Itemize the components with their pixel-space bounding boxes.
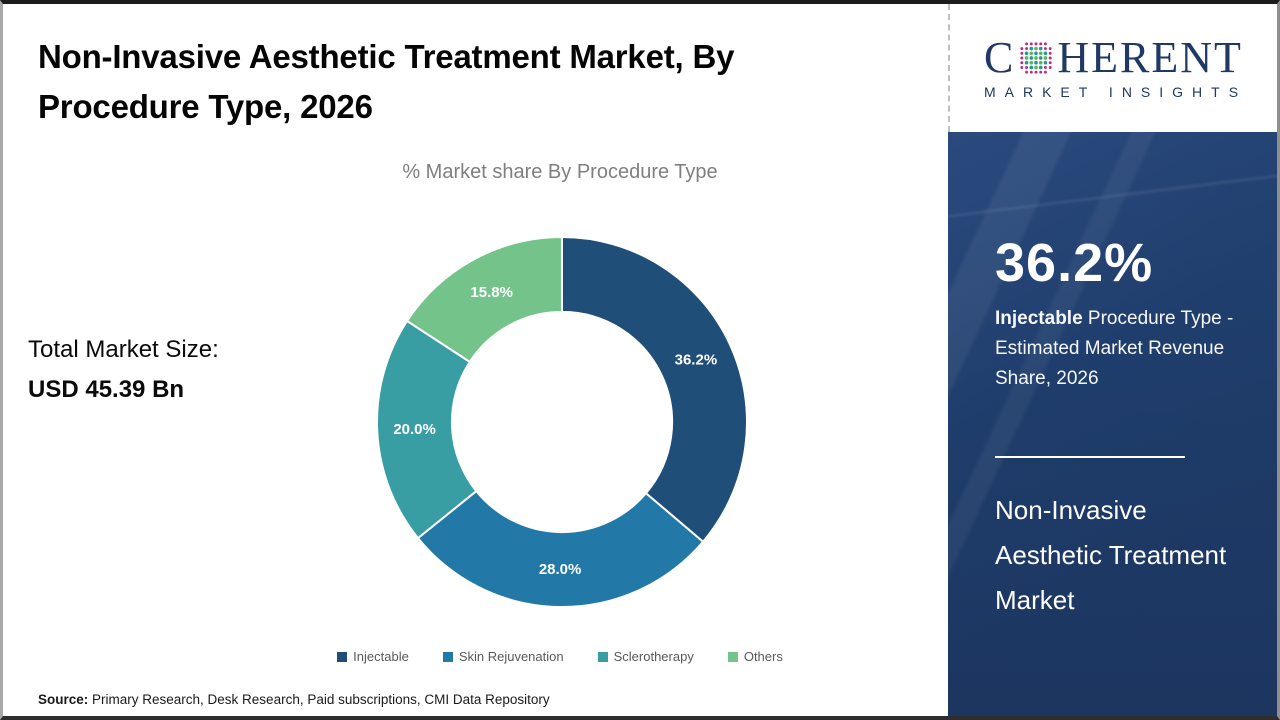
globe-dot [1025,51,1029,56]
globe-dot [1025,42,1029,46]
globe-dot [1034,70,1038,74]
slice-label-others: 15.8% [470,284,513,301]
globe-dot [1049,51,1053,55]
globe-dot [1039,65,1043,70]
legend-swatch [727,651,738,662]
globe-dot [1029,46,1034,51]
globe-dot [1044,60,1048,65]
highlight-stat-value: 36.2% [995,233,1154,293]
slice-label-sclerotherapy: 20.0% [393,421,436,438]
globe-dot [1044,66,1048,69]
globe-dot [1034,51,1039,56]
total-market-value: USD 45.39 Bn [28,376,185,403]
globe-dot [1039,56,1043,60]
globe-dot [1039,70,1043,74]
globe-dot [1034,42,1038,46]
slice-label-skin-rejuvenation: 28.0% [539,561,582,578]
globe-dot [1049,56,1053,60]
donut-slice-sclerotherapy [376,319,478,540]
donut-slice-injectable [561,236,748,543]
globe-dot [1044,70,1048,74]
globe-dot [1025,56,1029,60]
slice-label-injectable: 36.2% [675,352,718,369]
globe-dot [1029,51,1034,56]
brand-tagline: MARKET INSIGHTS [983,84,1248,100]
globe-dot [1025,47,1029,50]
highlight-stat-description: Injectable Procedure Type - Estimated Ma… [995,304,1257,394]
legend-swatch [597,651,608,662]
brand-wordmark: C HERENT [984,36,1243,80]
globe-dot [1029,56,1034,60]
globe-dot [1020,61,1024,65]
total-market-label: Total Market Size: [28,336,219,363]
globe-dot [1030,42,1034,46]
globe-dot [1044,42,1048,46]
globe-dot [1034,46,1039,51]
globe-dot [1039,60,1043,65]
total-market-size: Total Market Size: USD 45.39 Bn [28,330,219,410]
donut-slice-skin-rejuvenation [416,490,705,608]
globe-dot [1039,42,1043,46]
globe-dot [1049,47,1053,50]
globe-dot [1020,66,1024,69]
globe-dot [1044,51,1048,56]
donut-chart-svg: 36.2% 28.0% 20.0% 15.8% [376,236,748,608]
page-title: Non-Invasive Aesthetic Treatment Market,… [38,38,735,125]
globe-dot [1025,70,1029,74]
legend-item-sclerotherapy: Sclerotherapy [597,649,694,664]
globe-dot [1020,51,1024,55]
stat-desc-segment-bold: Injectable [995,308,1083,329]
legend-label: Injectable [353,649,409,664]
sidebar: C HERENT MARKET INSIGHTS 36.2% Injectabl… [948,4,1277,716]
legend-label: Others [743,649,783,664]
main-chart-panel: Non-Invasive Aesthetic Treatment Market,… [3,4,948,716]
source-label: Source: [38,692,89,707]
globe-dot [1044,47,1048,50]
donut-chart: 36.2% 28.0% 20.0% 15.8% [372,232,752,612]
legend-item-injectable: Injectable [337,649,409,664]
stat-desc-segment: Procedure Type - Estimated Market Revenu… [995,308,1234,389]
globe-dot [1039,51,1043,56]
dotted-globe-icon [1020,42,1053,74]
source-line: Source: Primary Research, Desk Research,… [38,692,550,707]
globe-dot [1029,65,1034,70]
brand-letter-c: C [984,33,1016,82]
legend-label: Sclerotherapy [613,649,694,664]
chart-legend: Injectable Skin Rejuvenation Sclerotherapy… [160,649,960,664]
legend-swatch [442,651,453,662]
globe-dot [1025,60,1029,65]
globe-dot [1025,66,1029,69]
brand-letters-rest: HERENT [1057,33,1243,82]
globe-dot [1034,60,1039,65]
globe-dot [1034,65,1039,70]
globe-dot [1020,56,1024,60]
sidebar-highlight-panel: 36.2% Injectable Procedure Type - Estima… [948,132,1277,716]
source-text: Primary Research, Desk Research, Paid su… [88,692,550,707]
brand-logo: C HERENT MARKET INSIGHTS [948,4,1277,132]
globe-dot [1049,66,1053,69]
globe-dot [1034,56,1039,60]
globe-dot [1049,61,1053,65]
legend-item-skin-rejuvenation: Skin Rejuvenation [442,649,564,664]
chart-subtitle: % Market share By Procedure Type [402,161,718,183]
donut-slice-others [406,236,563,363]
globe-dot [1039,46,1043,51]
legend-swatch [337,651,348,662]
globe-dot [1030,70,1034,74]
sidebar-market-name: Non-Invasive Aesthetic Treatment Market [995,495,1227,615]
legend-label: Skin Rejuvenation [458,649,564,664]
sidebar-divider [995,456,1185,458]
globe-dot [1020,47,1024,50]
legend-item-others: Others [727,649,783,664]
globe-dot [1029,60,1034,65]
globe-dot [1044,56,1048,60]
